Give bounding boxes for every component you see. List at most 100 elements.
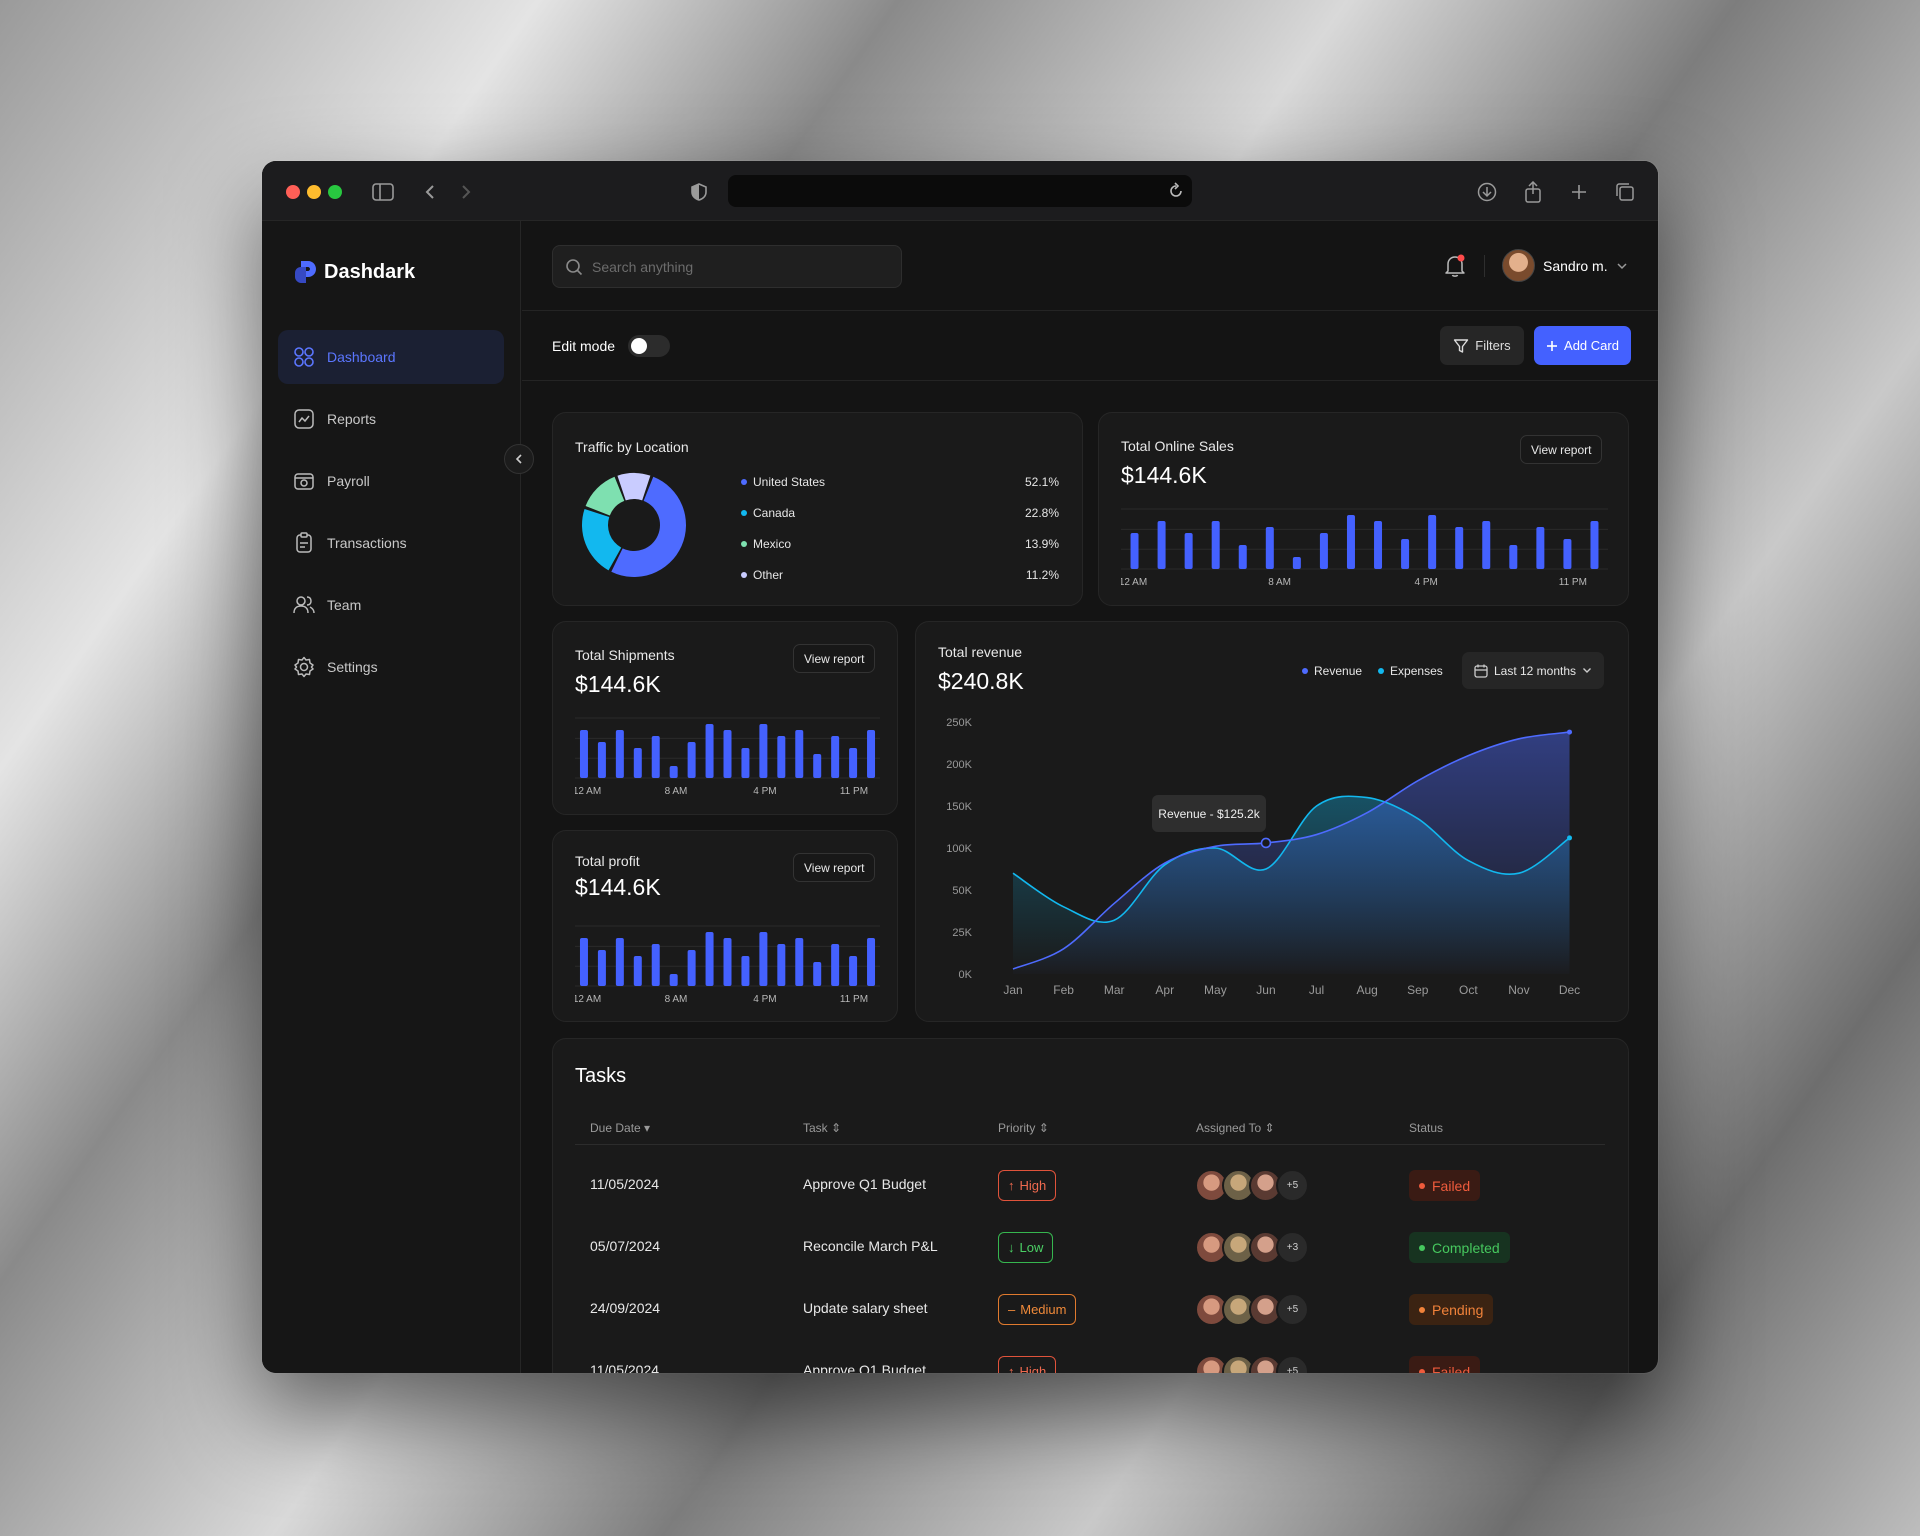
reload-icon[interactable]	[1168, 182, 1184, 205]
sidebar-item-dashboard[interactable]: Dashboard	[278, 330, 504, 384]
bar	[597, 742, 606, 778]
bar	[1509, 545, 1518, 569]
header-divider	[1484, 255, 1485, 277]
wallet-icon	[294, 473, 314, 490]
sidebar-item-reports[interactable]: Reports	[278, 392, 504, 446]
card-value: $144.6K	[575, 671, 661, 697]
back-icon[interactable]	[417, 179, 443, 205]
priority-label: Medium	[1020, 1302, 1067, 1317]
task-name: Approve Q1 Budget	[803, 1176, 926, 1192]
x-tick-label: Jun	[1256, 983, 1275, 997]
view-report-button[interactable]: View report	[793, 853, 876, 882]
sort-icon: ⇕	[831, 1121, 842, 1135]
sidebar-item-transactions[interactable]: Transactions	[278, 516, 504, 570]
zoom-window-button[interactable]	[328, 185, 342, 199]
bar	[741, 956, 750, 986]
shield-icon[interactable]	[686, 179, 712, 205]
date-range-label: Last 12 months	[1493, 663, 1577, 678]
profit-card: Total profit $144.6K View report 12 AM 8 …	[552, 830, 898, 1022]
highlight-point[interactable]	[1260, 837, 1272, 849]
table-row[interactable]: 11/05/2024 Approve Q1 Budget ↑ High +5 Fa…	[575, 1342, 1605, 1373]
sort-icon: ⇕	[1264, 1121, 1275, 1135]
column-header-task[interactable]: Task ⇕	[803, 1121, 841, 1135]
sidebar-item-payroll[interactable]: Payroll	[278, 454, 504, 508]
column-header-status[interactable]: Status	[1409, 1121, 1443, 1135]
search-icon	[566, 258, 583, 275]
edit-mode-label: Edit mode	[552, 338, 616, 354]
x-tick-label: Oct	[1459, 983, 1478, 997]
address-bar[interactable]	[728, 175, 1192, 207]
revenue-area	[1013, 732, 1570, 974]
user-menu[interactable]: Sandro m.	[1502, 249, 1628, 282]
priority-badge: ↑ High	[998, 1170, 1057, 1201]
search-input[interactable]	[592, 258, 872, 275]
revenue-legend: Revenue Expenses	[1302, 664, 1443, 678]
bar	[651, 736, 660, 778]
shipments-card: Total Shipments $144.6K View report 12 A…	[552, 621, 898, 815]
bar	[615, 730, 624, 778]
x-tick-label: 12 AM	[575, 994, 601, 1005]
notifications-button[interactable]	[1440, 251, 1470, 281]
column-label: Assigned To	[1196, 1121, 1262, 1135]
bar	[759, 724, 768, 778]
bar	[849, 956, 858, 986]
donut-slice	[585, 476, 625, 516]
sidebar-item-team[interactable]: Team	[278, 578, 504, 632]
sidebar-item-label: Settings	[327, 659, 378, 675]
table-row[interactable]: 11/05/2024 Approve Q1 Budget ↑ High +5 Fa…	[575, 1156, 1605, 1218]
task-name: Reconcile March P&L	[803, 1238, 938, 1254]
column-header-assigned[interactable]: Assigned To ⇕	[1196, 1121, 1275, 1135]
x-tick-label: 8 AM	[665, 786, 688, 797]
date-range-dropdown[interactable]: Last 12 months	[1462, 652, 1604, 689]
calendar-icon	[1474, 664, 1488, 678]
app-logo[interactable]: Dashdark	[292, 259, 415, 285]
legend-dot	[741, 479, 747, 485]
assignees[interactable]: +3	[1195, 1231, 1309, 1264]
status-label: Failed	[1432, 1363, 1471, 1374]
add-card-button[interactable]: Add Card	[1534, 326, 1631, 365]
shipments-bar-chart: 12 AM 8 AM 4 PM 11 PM	[575, 717, 880, 797]
legend-row: Canada 22.8%	[741, 503, 1059, 523]
search-box[interactable]	[552, 245, 902, 288]
view-report-button[interactable]: View report	[1520, 435, 1603, 464]
sidebar-item-label: Transactions	[327, 535, 407, 551]
y-tick-label: 150K	[946, 801, 972, 813]
column-header-priority[interactable]: Priority ⇕	[998, 1121, 1049, 1135]
assignees[interactable]: +5	[1195, 1293, 1309, 1326]
assignees[interactable]: +5	[1195, 1169, 1309, 1202]
new-tab-icon[interactable]	[1566, 179, 1592, 205]
x-tick-label: May	[1204, 983, 1227, 997]
bar	[795, 938, 804, 986]
table-row[interactable]: 05/07/2024 Reconcile March P&L ↓ Low +3 C…	[575, 1218, 1605, 1280]
traffic-donut-chart	[582, 473, 686, 577]
bar	[741, 748, 750, 778]
view-report-button[interactable]: View report	[793, 644, 876, 673]
tasks-card: Tasks Due Date ▾ Task ⇕ Priority ⇕ Assig…	[552, 1038, 1629, 1373]
sort-icon: ⇕	[1038, 1121, 1049, 1135]
status-badge: Failed	[1409, 1356, 1481, 1374]
close-window-button[interactable]	[286, 185, 300, 199]
collapse-sidebar-button[interactable]	[504, 444, 534, 474]
sidebar-item-settings[interactable]: Settings	[278, 640, 504, 694]
bell-icon	[1445, 254, 1465, 277]
share-icon[interactable]	[1520, 179, 1546, 205]
minimize-window-button[interactable]	[307, 185, 321, 199]
priority-badge: ↓ Low	[998, 1232, 1054, 1263]
assignees[interactable]: +5	[1195, 1355, 1309, 1373]
revenue-card: Total revenue $240.8K Revenue Expenses L…	[915, 621, 1629, 1022]
sidebar-toggle-icon[interactable]	[370, 179, 396, 205]
filters-button[interactable]: Filters	[1440, 326, 1524, 365]
tabs-overview-icon[interactable]	[1612, 179, 1638, 205]
legend-row: United States 52.1%	[741, 472, 1059, 492]
status-badge: Failed	[1409, 1170, 1481, 1201]
column-header-due-date[interactable]: Due Date ▾	[590, 1121, 650, 1135]
status-dot	[1419, 1368, 1425, 1373]
forward-icon[interactable]	[453, 179, 479, 205]
bar	[813, 754, 822, 778]
sidebar: Dashdark Dashboard Reports Payroll Trans…	[262, 221, 521, 1373]
bar	[1563, 539, 1572, 569]
bar	[1482, 521, 1491, 569]
table-row[interactable]: 24/09/2024 Update salary sheet – Medium +…	[575, 1280, 1605, 1342]
download-icon[interactable]	[1474, 179, 1500, 205]
edit-mode-toggle[interactable]	[628, 335, 670, 357]
